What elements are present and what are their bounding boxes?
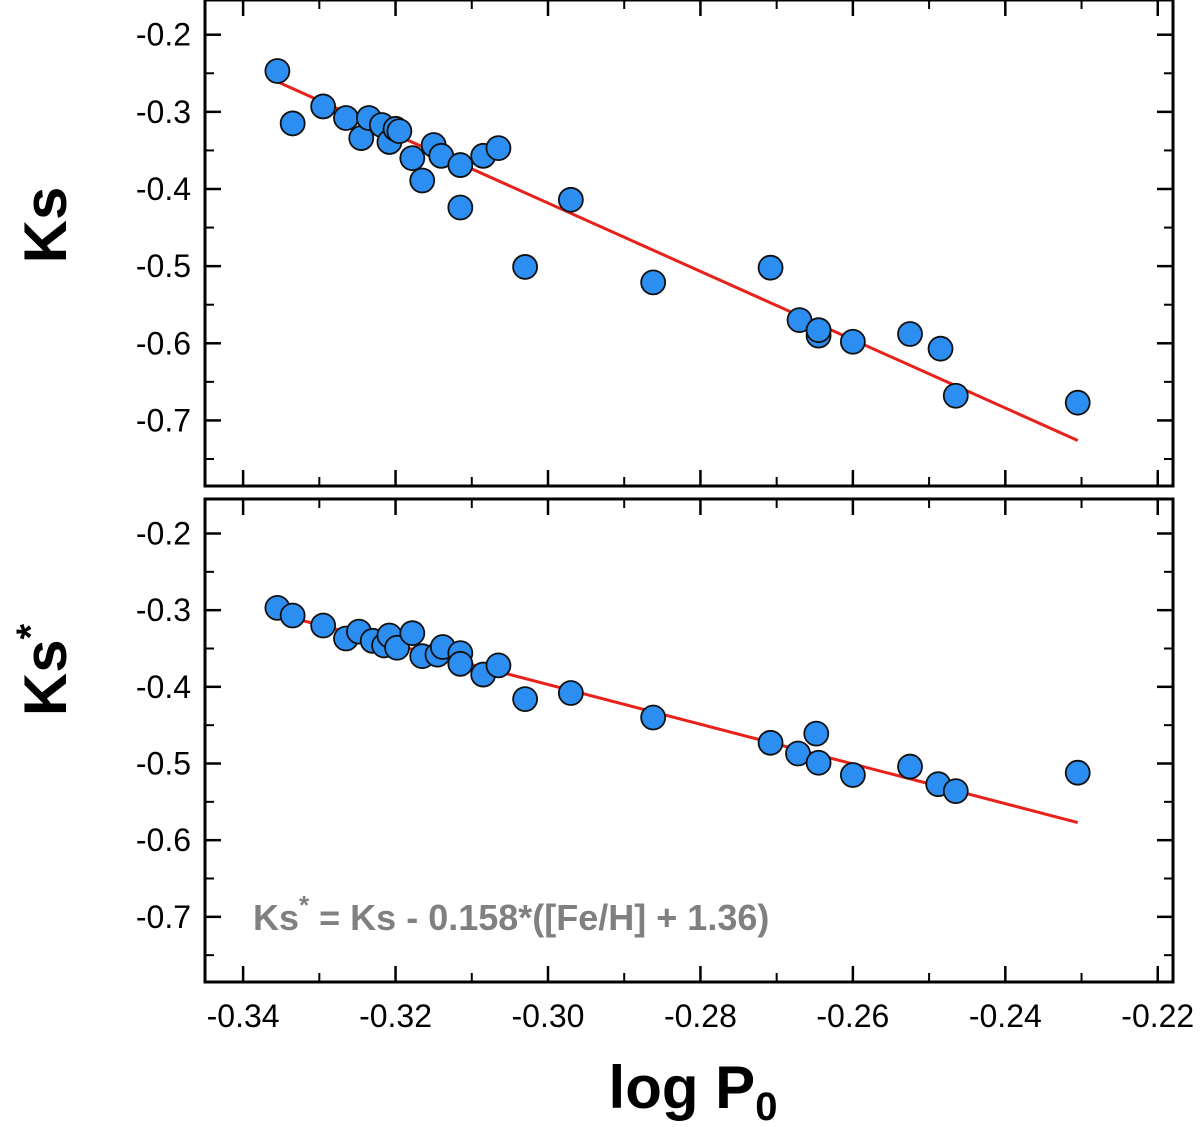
top-y-tick-label: -0.6 [136, 325, 191, 361]
top-data-point [386, 118, 413, 145]
top-data-point [447, 152, 474, 178]
x-tick-label: -0.34 [207, 998, 280, 1034]
bottom-data-point [640, 704, 667, 731]
x-tick-label: -0.22 [1121, 998, 1194, 1034]
top-fit-line [276, 80, 1079, 442]
equation-annotation-superscript: * [299, 890, 310, 920]
bottom-data-point [1064, 759, 1091, 786]
bottom-data-point [805, 749, 832, 776]
equation-annotation: Ks* = Ks - 0.158*([Fe/H] + 1.36) [253, 890, 769, 938]
top-data-point [897, 321, 923, 347]
bottom-y-axis-title: Ks* [9, 623, 79, 716]
bottom-y-axis-title-main: Ks [12, 639, 79, 716]
top-data-point [485, 135, 512, 162]
x-tick-label: -0.28 [664, 998, 737, 1034]
top-data-point [1064, 389, 1091, 416]
bottom-panel: -0.2 -0.3 -0.4 -0.5 -0.6 -0.7 [136, 497, 1175, 984]
bottom-y-axis-title-superscript: * [9, 623, 53, 639]
top-data-point [264, 58, 291, 84]
bottom-y-tick-label: -0.2 [136, 516, 191, 552]
top-data-point [640, 269, 667, 296]
bottom-data-point [310, 612, 337, 639]
bottom-y-tick-label: -0.6 [136, 822, 191, 858]
bottom-y-tick-label: -0.5 [136, 746, 191, 782]
top-data-point [333, 105, 359, 131]
top-y-tick-label: -0.7 [136, 402, 191, 438]
bottom-plot-frame [203, 497, 1175, 984]
top-panel: -0.2 -0.3 -0.4 -0.5 -0.6 -0.7 [136, 0, 1175, 488]
x-tick-label: -0.32 [359, 998, 432, 1034]
top-data-point [409, 167, 436, 194]
x-tick-label: -0.30 [512, 998, 585, 1034]
x-axis-title-subscript: 0 [755, 1085, 777, 1127]
top-y-tick-label: -0.5 [136, 248, 191, 284]
bottom-data-point [447, 650, 474, 677]
top-y-tick-label: -0.3 [136, 94, 191, 130]
equation-annotation-lhs: Ks [253, 897, 299, 938]
bottom-y-tick-label: -0.7 [136, 899, 191, 935]
bottom-data-point [757, 729, 784, 756]
top-plot-frame [203, 0, 1175, 488]
bottom-data-point [279, 602, 306, 629]
top-data-point [942, 382, 969, 409]
top-data-point [927, 335, 954, 362]
top-data-point [279, 110, 306, 137]
top-data-point [839, 328, 866, 355]
top-y-tick-label: -0.4 [136, 171, 191, 207]
top-data-point [512, 254, 539, 280]
bottom-data-point [942, 778, 969, 804]
bottom-data-point [399, 620, 426, 647]
bottom-data-point [803, 720, 830, 747]
top-y-axis-title-main: Ks [12, 187, 79, 264]
bottom-y-tick-label: -0.3 [136, 592, 191, 628]
bottom-y-tick-label: -0.4 [136, 669, 191, 705]
bottom-data-point [897, 753, 923, 780]
top-data-point [557, 186, 584, 213]
bottom-data-point [557, 680, 584, 706]
top-data-point [805, 317, 832, 344]
x-tick-label: -0.26 [816, 998, 889, 1034]
bottom-data-point [485, 652, 512, 679]
top-data-point [310, 93, 337, 120]
equation-annotation-rhs: = Ks - 0.158*([Fe/H] + 1.36) [309, 897, 769, 938]
x-axis-title: log P0 [609, 1054, 778, 1127]
x-tick-label: -0.24 [969, 998, 1042, 1034]
x-axis-tick-labels: -0.34 -0.32 -0.30 -0.28 -0.26 -0.24 -0.22 [207, 998, 1195, 1034]
top-data-point [399, 145, 426, 172]
top-y-axis-title: Ks [12, 187, 79, 264]
x-axis-title-main: log P [609, 1054, 756, 1121]
top-y-tick-label: -0.2 [136, 17, 191, 53]
top-data-point [447, 194, 474, 221]
bottom-data-point [839, 762, 866, 788]
bottom-data-point [512, 686, 539, 712]
top-data-point [757, 254, 784, 281]
